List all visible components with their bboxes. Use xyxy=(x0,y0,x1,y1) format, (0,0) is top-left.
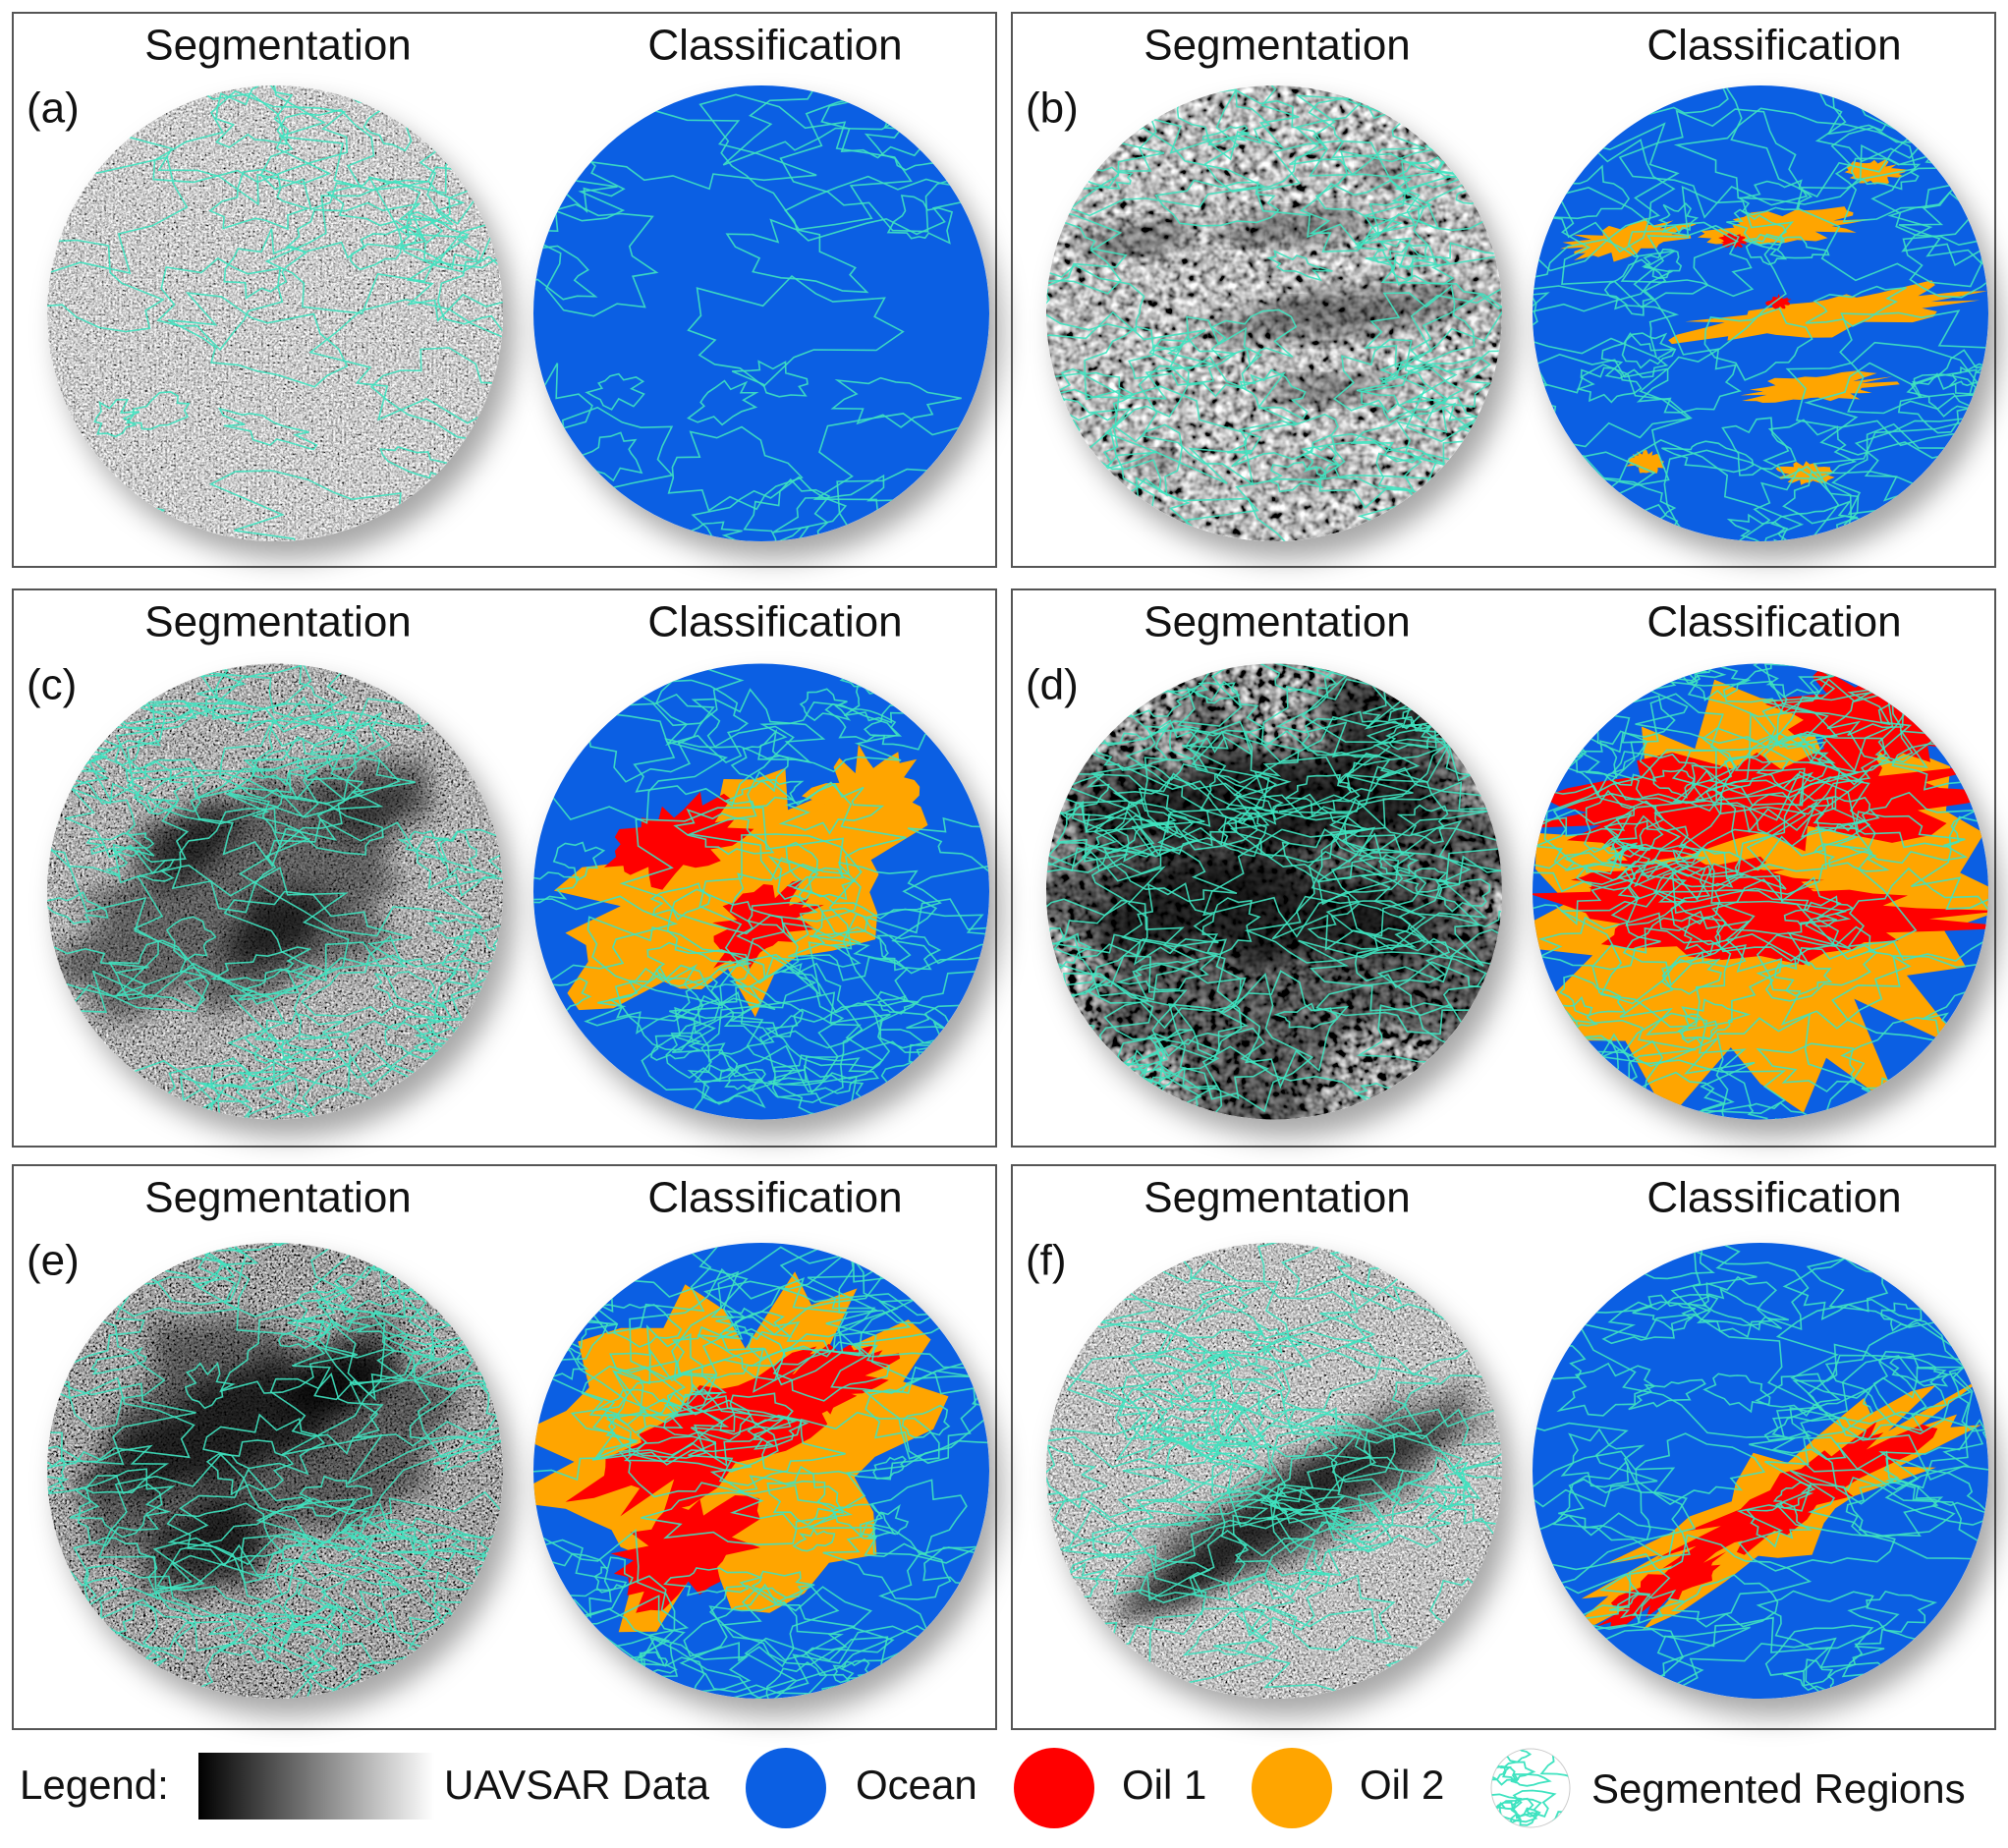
segment-outline xyxy=(417,1077,499,1119)
classification-title: Classification xyxy=(1646,598,1901,646)
legend-title: Legend: xyxy=(20,1762,169,1808)
segment-outline xyxy=(507,1058,623,1113)
segment-outline xyxy=(1406,526,1461,556)
panel: Segmentation Classification (c) xyxy=(0,589,1083,1204)
segmentation-image xyxy=(992,1208,1569,1724)
panel: Segmentation Classification (f) xyxy=(992,1165,2008,1758)
segment-outline xyxy=(1947,647,1986,690)
segment-outline xyxy=(1552,654,1636,701)
segment-outline xyxy=(891,1663,949,1700)
legend-label: Oil 1 xyxy=(1122,1762,1206,1808)
segmentation-title: Segmentation xyxy=(1143,1174,1411,1222)
classification-map xyxy=(1437,1232,2008,1758)
classification-title: Classification xyxy=(647,22,902,70)
segmentation-title: Segmentation xyxy=(1143,22,1411,70)
legend-label: Ocean xyxy=(856,1762,977,1808)
panel: Segmentation Classification (e) xyxy=(0,1165,1102,1761)
panel-label: (a) xyxy=(27,84,80,133)
segment-outline xyxy=(499,1280,572,1350)
classification-title: Classification xyxy=(647,1174,902,1222)
sar-noise xyxy=(47,85,503,541)
legend-swatch xyxy=(746,1748,826,1828)
classification-title: Classification xyxy=(647,598,902,646)
classification-map xyxy=(455,1189,1103,1761)
segment-outline xyxy=(418,1631,511,1672)
segment-outline xyxy=(1541,1044,1596,1087)
legend-label: Oil 2 xyxy=(1360,1762,1444,1808)
segment-outline xyxy=(896,1073,953,1109)
segment-outline xyxy=(393,1215,550,1305)
segment-outline xyxy=(1452,1245,1511,1299)
panel: Segmentation Classification (a) xyxy=(0,13,1020,618)
segment-outline xyxy=(92,1643,136,1677)
segment-outline xyxy=(1892,1651,2008,1758)
segment-outline xyxy=(1091,1098,1150,1139)
segment-outline xyxy=(542,1256,587,1279)
segment-outline xyxy=(1591,1678,1665,1719)
panel-label: (e) xyxy=(27,1237,80,1285)
panel-label: (b) xyxy=(1026,84,1079,133)
segmentation-image xyxy=(0,591,575,1204)
legend-label: UAVSAR Data xyxy=(444,1762,710,1808)
classification-map xyxy=(454,623,1082,1168)
segmentation-title: Segmentation xyxy=(144,22,412,70)
segment-outline xyxy=(531,1659,581,1693)
panel-label: (f) xyxy=(1026,1237,1067,1285)
classification-map xyxy=(1462,48,2008,572)
segmentation-title: Segmentation xyxy=(144,1174,412,1222)
segmentation-title: Segmentation xyxy=(144,598,412,646)
segment-outline xyxy=(1455,1247,1516,1277)
segment-outline xyxy=(457,1223,613,1312)
segmentation-image xyxy=(964,67,1606,587)
legend-gradient xyxy=(198,1753,434,1820)
legend-swatch xyxy=(1252,1748,1332,1828)
segment-outline xyxy=(1023,463,1078,496)
segmentation-title: Segmentation xyxy=(1143,598,1411,646)
legend-swatch xyxy=(1014,1748,1094,1828)
segment-outline xyxy=(1920,1679,1972,1717)
segment-outline xyxy=(510,67,577,115)
segment-outline xyxy=(987,494,1112,546)
classification-map xyxy=(455,67,1019,617)
segment-outline xyxy=(1489,724,1586,770)
legend-label: Segmented Regions xyxy=(1591,1765,1966,1812)
panel: Segmentation Classification (d) xyxy=(944,588,2008,1174)
segment-outline xyxy=(1443,1267,1531,1304)
segment-outline xyxy=(388,1195,547,1280)
panel-label: (c) xyxy=(27,661,77,709)
segmentation-image xyxy=(0,71,604,582)
segment-outline xyxy=(1000,1614,1117,1724)
classification-title: Classification xyxy=(1646,22,1901,70)
segment-outline xyxy=(379,1100,460,1139)
classification-title: Classification xyxy=(1646,1174,1901,1222)
panel: Segmentation Classification (b) xyxy=(964,13,2008,587)
segment-outline xyxy=(69,1081,179,1159)
segment-outline xyxy=(31,1660,130,1717)
segment-outline xyxy=(513,1086,598,1148)
panel-label: (d) xyxy=(1026,661,1079,709)
segment-outline xyxy=(1027,1064,1151,1133)
segment-outline xyxy=(450,656,557,716)
segment-outline xyxy=(1938,1296,1999,1330)
